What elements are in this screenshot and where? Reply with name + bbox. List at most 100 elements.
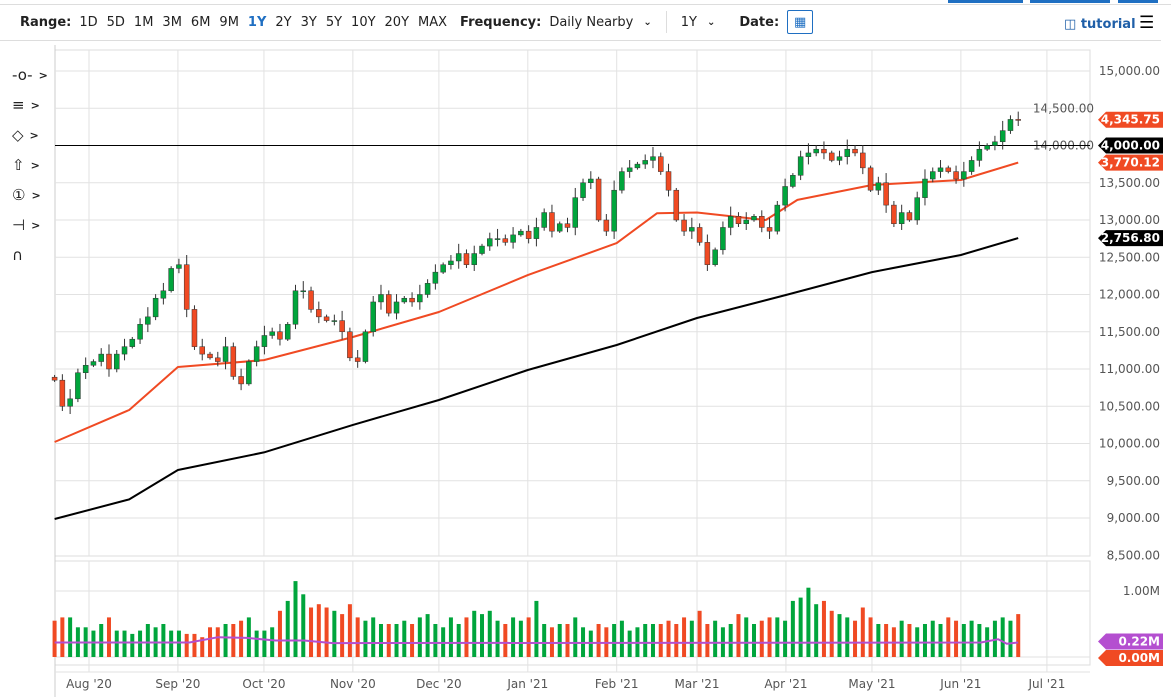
- magnet-icon: ∩: [12, 246, 23, 264]
- volume-bar: [386, 624, 391, 657]
- x-tick-label: Mar '21: [675, 677, 720, 691]
- range-10y[interactable]: 10Y: [351, 14, 376, 30]
- candle: [751, 216, 757, 221]
- candle: [914, 197, 920, 221]
- volume-bar: [899, 620, 904, 657]
- volume-bar: [363, 620, 368, 657]
- volume-bar: [759, 620, 764, 657]
- frequency-select[interactable]: Daily Nearby ⌄: [549, 15, 651, 30]
- candle: [968, 160, 975, 172]
- volume-bar: [853, 620, 858, 657]
- candle: [183, 264, 190, 310]
- candle: [999, 130, 1006, 143]
- line-tool-button[interactable]: -o- >: [12, 60, 52, 90]
- price-tick-label: 10,000.00: [1099, 437, 1160, 451]
- candle: [626, 167, 633, 172]
- candle: [152, 297, 159, 318]
- candle: [774, 204, 781, 232]
- range-1m[interactable]: 1M: [133, 14, 154, 30]
- price-tag-background: [1098, 230, 1163, 247]
- volume-bar: [347, 604, 352, 657]
- volume-bar: [752, 624, 757, 657]
- price-tick-label: 11,500.00: [1099, 325, 1160, 339]
- price-tag: 13,770.12: [1092, 154, 1163, 171]
- x-tick-label: Jan '21: [506, 677, 548, 691]
- top-tab[interactable]: [948, 0, 1023, 3]
- range-6m[interactable]: 6M: [190, 14, 211, 30]
- range-1y[interactable]: 1Y: [247, 14, 267, 30]
- candle: [588, 178, 594, 183]
- tutorial-link[interactable]: ◫ tutorial: [1064, 17, 1136, 32]
- hamburger-menu-icon[interactable]: ☰: [1139, 13, 1155, 33]
- volume-bar: [565, 624, 570, 657]
- volume-bar: [402, 620, 407, 657]
- price-tag-background: [1098, 633, 1163, 650]
- volume-bar: [176, 630, 181, 657]
- range-1d[interactable]: 1D: [79, 14, 98, 30]
- price-tick-label: 14,500.00: [1033, 101, 1094, 115]
- tutorial-label: tutorial: [1080, 17, 1136, 32]
- range-5d[interactable]: 5D: [106, 14, 125, 30]
- price-tick-label: 9,500.00: [1107, 474, 1160, 488]
- candle: [929, 171, 936, 180]
- range-3y[interactable]: 3Y: [300, 14, 317, 30]
- candle: [650, 156, 656, 161]
- price-tick-label: 13,000.00: [1099, 213, 1160, 227]
- range-2y[interactable]: 2Y: [275, 14, 292, 30]
- volume-bar: [161, 624, 166, 657]
- calendar-icon: ▦: [793, 14, 807, 30]
- candle: [440, 264, 446, 273]
- volume-bar: [293, 581, 298, 657]
- calendar-button[interactable]: ▦: [787, 10, 814, 34]
- range-max[interactable]: MAX: [418, 14, 448, 30]
- candle: [455, 253, 462, 262]
- arrow-tool-button[interactable]: ⇧ >: [12, 150, 52, 180]
- top-tab[interactable]: [1030, 0, 1110, 3]
- measure-tool-button[interactable]: ⊣ >: [12, 210, 52, 240]
- range-5y[interactable]: 5Y: [325, 14, 343, 30]
- volume-bar: [503, 624, 508, 657]
- candle: [129, 338, 136, 347]
- price-tick-label: 12,500.00: [1099, 250, 1160, 264]
- period-select[interactable]: 1Y ⌄: [681, 15, 716, 30]
- volume-bar: [689, 620, 694, 657]
- range-3m[interactable]: 3M: [162, 14, 182, 30]
- candle: [580, 182, 586, 198]
- candle: [222, 346, 229, 362]
- candle: [269, 331, 275, 336]
- candle: [1007, 119, 1014, 131]
- fibonacci-tool-button[interactable]: ≡ >: [12, 90, 52, 120]
- price-tag-background: [1098, 650, 1163, 666]
- range-9m[interactable]: 9M: [219, 14, 239, 30]
- volume-bar: [534, 600, 539, 657]
- candle: [541, 212, 547, 228]
- candle: [316, 309, 322, 318]
- range-20y[interactable]: 20Y: [384, 14, 410, 30]
- candle: [704, 242, 711, 265]
- magnet-button[interactable]: ∩: [12, 240, 52, 270]
- candle: [805, 152, 812, 157]
- candle: [945, 167, 952, 172]
- volume-bar: [254, 630, 259, 657]
- frequency-value: Daily Nearby: [549, 14, 634, 30]
- shape-tool-button[interactable]: ◇ >: [12, 120, 52, 150]
- volume-panel: [54, 560, 1091, 666]
- volume-bar: [829, 610, 834, 657]
- candle: [937, 167, 944, 172]
- volume-bar: [915, 627, 920, 657]
- volume-bar: [223, 624, 228, 657]
- volume-bar: [992, 620, 997, 657]
- price-tag: 14,000.00: [1092, 137, 1163, 154]
- x-tick-label: Feb '21: [595, 677, 639, 691]
- number-annotation-button[interactable]: ① >: [12, 180, 52, 210]
- divider: [665, 11, 667, 33]
- candle: [961, 171, 967, 180]
- top-tab[interactable]: [1118, 0, 1158, 3]
- volume-bar: [130, 633, 135, 657]
- price-tag-background: [1098, 154, 1163, 171]
- volume-bar: [75, 627, 80, 657]
- volume-bar: [650, 624, 655, 657]
- candle: [238, 376, 244, 385]
- candle: [90, 361, 97, 366]
